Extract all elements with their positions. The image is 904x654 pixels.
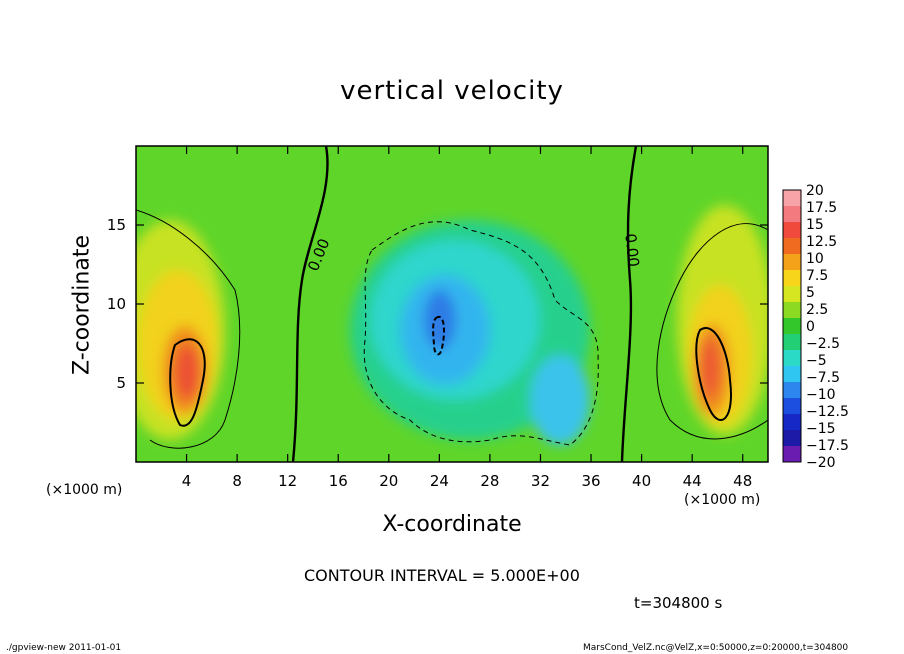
colorbar-swatch — [783, 350, 801, 367]
contour-neg-5 — [363, 221, 599, 446]
colorbar-label: −10 — [806, 387, 836, 403]
x-axis-ticks: 4 8 12 16 20 24 28 32 36 40 44 48 — [182, 146, 752, 490]
x-tick-label: 8 — [232, 472, 242, 490]
y-axis-ticks: 5 10 15 — [107, 216, 768, 392]
x-tick-label: 48 — [733, 472, 752, 490]
x-axis-unit: (×1000 m) — [684, 492, 761, 508]
contour-left-10 — [169, 338, 206, 427]
x-tick-label: 4 — [182, 472, 192, 490]
colorbar-label: −2.5 — [806, 336, 840, 352]
colorbar-swatch — [783, 302, 801, 319]
velocity-field: 0.00 0.00 — [136, 146, 768, 462]
colorbar-frame — [782, 189, 802, 463]
colorbar-label: 10 — [806, 251, 824, 267]
colorbar: 2017.51512.5107.552.50−2.5−5−7.5−10−12.5… — [782, 183, 849, 471]
colorbar-swatch — [783, 254, 801, 271]
x-tick-label: 40 — [632, 472, 651, 490]
colorbar-swatch — [783, 190, 801, 207]
colorbar-label: 17.5 — [806, 200, 837, 216]
colorbar-swatch — [783, 414, 801, 431]
colorbar-label: −20 — [806, 455, 836, 471]
colorbar-swatch — [783, 270, 801, 287]
colorbar-label: −7.5 — [806, 370, 840, 386]
colorbar-label: 0 — [806, 319, 815, 335]
colorbar-swatch — [783, 238, 801, 255]
y-tick-label: 10 — [107, 295, 126, 313]
x-tick-label: 20 — [379, 472, 398, 490]
colorbar-label: 12.5 — [806, 234, 837, 250]
y-tick-label: 15 — [107, 216, 126, 234]
time-stamp: t=304800 s — [634, 594, 723, 612]
contour-right-10 — [695, 327, 732, 421]
downdraft-secondary — [530, 355, 590, 445]
footer-program: ./gpview-new 2011-01-01 — [6, 643, 122, 653]
colorbar-swatch — [783, 318, 801, 335]
colorbar-swatch — [783, 398, 801, 415]
footer-source: MarsCond_VelZ.nc@VelZ,x=0:50000,z=0:2000… — [583, 643, 849, 653]
contour-right-5 — [656, 223, 768, 440]
downdraft-peak — [424, 290, 456, 350]
colorbar-swatch — [783, 446, 801, 463]
colorbar-swatch — [783, 382, 801, 399]
x-tick-label: 24 — [430, 472, 449, 490]
colorbar-label: 20 — [806, 183, 824, 199]
zero-contour-left — [291, 146, 329, 462]
colorbar-swatch — [783, 366, 801, 383]
colorbar-label: −15 — [806, 421, 836, 437]
colorbar-swatch — [783, 286, 801, 303]
x-tick-label: 32 — [531, 472, 550, 490]
colorbar-swatch — [783, 430, 801, 447]
contour-neg-10 — [432, 315, 445, 356]
colorbar-label: −12.5 — [806, 404, 849, 420]
colorbar-label: 5 — [806, 285, 815, 301]
colorbar-swatch — [783, 222, 801, 239]
x-tick-label: 16 — [329, 472, 348, 490]
y-tick-label: 5 — [116, 374, 126, 392]
contour-left-5 — [136, 209, 241, 449]
colorbar-label: −5 — [806, 353, 827, 369]
colorbar-label: −17.5 — [806, 438, 849, 454]
colorbar-swatch — [783, 334, 801, 351]
colorbar-label: 7.5 — [806, 268, 828, 284]
colorbar-label: 15 — [806, 217, 824, 233]
x-tick-label: 36 — [581, 472, 600, 490]
left-updraft-peak — [175, 344, 199, 400]
right-updraft-peak — [700, 338, 720, 398]
x-tick-label: 28 — [480, 472, 499, 490]
chart-title: vertical velocity — [340, 76, 564, 106]
zero-contour-right — [620, 146, 638, 462]
contour-interval: CONTOUR INTERVAL = 5.000E+00 — [304, 566, 580, 585]
contour-label: 0.00 — [621, 233, 642, 268]
y-axis-unit: (×1000 m) — [46, 482, 123, 498]
colorbar-swatch — [783, 206, 801, 223]
x-tick-label: 12 — [278, 472, 297, 490]
x-tick-label: 44 — [683, 472, 702, 490]
colorbar-label: 2.5 — [806, 302, 828, 318]
x-axis-label: X-coordinate — [382, 512, 522, 537]
